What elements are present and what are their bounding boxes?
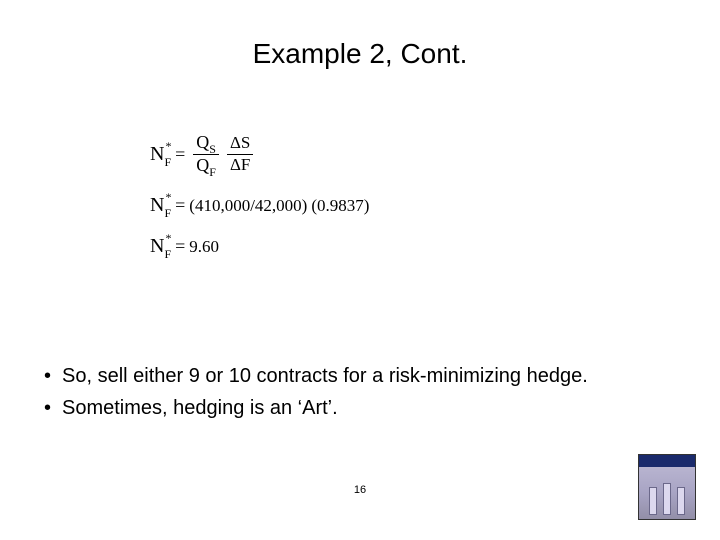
thumb-column (663, 483, 671, 515)
superscript-star: * (165, 139, 171, 154)
book-thumbnail-icon (638, 454, 696, 520)
subscript-f: F (209, 165, 216, 179)
thumb-column (677, 487, 685, 515)
subscript-s: S (209, 142, 216, 156)
thumb-band (639, 455, 695, 467)
equation-row-2: N * F = (410,000/42,000) (0.9837) (150, 194, 369, 217)
ratio-parenthetical: (410,000/42,000) (189, 196, 307, 216)
superscript-star: * (165, 231, 171, 246)
nf-symbol: N * F (150, 194, 171, 217)
factor-parenthetical: (0.9837) (311, 196, 369, 216)
slide-title: Example 2, Cont. (0, 0, 720, 70)
subscript-f: F (164, 155, 171, 170)
nf-symbol: N * F (150, 143, 171, 166)
equation-row-1: N * F = QS QF ΔS ΔF (150, 132, 369, 176)
page-number: 16 (0, 484, 720, 496)
nf-symbol: N * F (150, 235, 171, 258)
var-n: N (150, 235, 164, 258)
denominator: ΔF (227, 155, 253, 175)
var-n: N (150, 143, 164, 166)
subscript-f: F (164, 247, 171, 262)
var-q: Q (196, 132, 209, 152)
thumb-picture (639, 467, 695, 519)
bullet-text: So, sell either 9 or 10 contracts for a … (62, 360, 588, 392)
equation-row-3: N * F = 9.60 (150, 235, 369, 258)
equals-sign: = (175, 144, 185, 165)
fraction-ds-df: ΔS ΔF (227, 133, 253, 175)
var-n: N (150, 194, 164, 217)
numerator: QS (193, 132, 219, 154)
list-item: •Sometimes, hedging is an ‘Art’. (44, 392, 588, 424)
denominator: QF (193, 155, 219, 177)
thumb-column (649, 487, 657, 515)
result-value: 9.60 (189, 237, 219, 257)
bullet-list: •So, sell either 9 or 10 contracts for a… (44, 360, 588, 424)
bullet-icon: • (44, 360, 62, 392)
subscript-f: F (164, 206, 171, 221)
superscript-star: * (165, 190, 171, 205)
slide: Example 2, Cont. N * F = QS QF ΔS Δ (0, 0, 720, 540)
var-q: Q (196, 155, 209, 175)
numerator: ΔS (227, 133, 253, 153)
equals-sign: = (175, 195, 185, 216)
bullet-text: Sometimes, hedging is an ‘Art’. (62, 392, 338, 424)
fraction-qs-qf: QS QF (193, 132, 219, 176)
equals-sign: = (175, 236, 185, 257)
list-item: •So, sell either 9 or 10 contracts for a… (44, 360, 588, 392)
bullet-icon: • (44, 392, 62, 424)
equation-block: N * F = QS QF ΔS ΔF N (150, 132, 369, 276)
